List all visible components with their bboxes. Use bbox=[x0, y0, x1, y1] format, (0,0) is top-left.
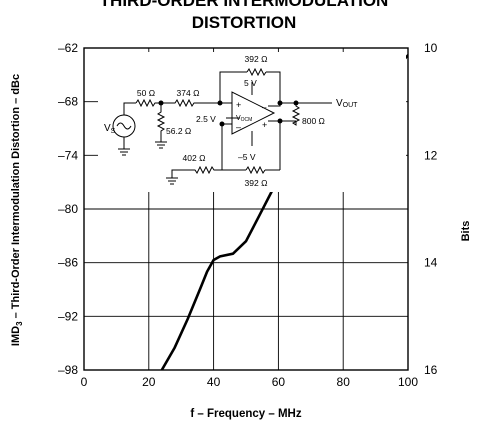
label-opamp-plus-out: + bbox=[262, 120, 267, 130]
label-vocm: VOCM bbox=[236, 115, 252, 123]
node-dot bbox=[217, 100, 223, 106]
label-vout: VOUT bbox=[336, 98, 358, 109]
label-opamp-minus-in: – bbox=[236, 122, 241, 132]
ground-symbol-shunt bbox=[155, 141, 167, 149]
y-tick-label: –68 bbox=[58, 95, 78, 109]
label-r-392-bottom: 392 Ω bbox=[245, 178, 268, 188]
label-r-402: 402 Ω bbox=[183, 153, 206, 163]
resistor-392-top bbox=[246, 67, 267, 77]
resistor-374 bbox=[166, 98, 220, 108]
x-tick-label: 0 bbox=[81, 375, 88, 389]
y-tick-label: –98 bbox=[58, 363, 78, 377]
wire-feedback-top-left bbox=[219, 71, 247, 103]
y-tick-label: –92 bbox=[58, 309, 78, 323]
y2-axis-label: Bits bbox=[460, 221, 472, 242]
resistor-402 bbox=[171, 165, 222, 178]
node-dot bbox=[293, 100, 299, 106]
label-v-neg: –5 V bbox=[238, 152, 256, 162]
label-vs: VS bbox=[104, 123, 116, 135]
x-tick-label: 100 bbox=[398, 375, 418, 389]
ground-symbol-402 bbox=[166, 177, 178, 185]
y2-tick-label: 16 bbox=[424, 363, 438, 377]
x-tick-label: 40 bbox=[207, 375, 221, 389]
chart-title-line2: DISTORTION bbox=[192, 13, 297, 32]
y2-tick-labels: 10 12 14 16 bbox=[424, 41, 438, 377]
y-tick-label: –80 bbox=[58, 202, 78, 216]
node-dot bbox=[277, 100, 283, 106]
op-amp-triangle bbox=[231, 91, 276, 135]
y2-tick-label: 12 bbox=[424, 148, 438, 162]
label-r-800: 800 Ω bbox=[302, 116, 325, 126]
x-tick-label: 20 bbox=[142, 375, 156, 389]
x-axis-label: f – Frequency – MHz bbox=[190, 408, 301, 420]
label-r-374: 374 Ω bbox=[177, 88, 200, 98]
resistor-56-2 bbox=[156, 103, 166, 142]
wire-feedback-top-right bbox=[266, 71, 281, 103]
circuit-schematic: 50 Ω 374 Ω 392 Ω 56.2 Ω 402 Ω 392 Ω 800 … bbox=[98, 52, 406, 192]
x-tick-labels: 0 20 40 60 80 100 bbox=[81, 375, 419, 389]
node-dot bbox=[219, 121, 225, 127]
x-tick-label: 60 bbox=[272, 375, 286, 389]
sine-wave-glyph bbox=[116, 122, 132, 130]
y-tick-label: –86 bbox=[58, 256, 78, 270]
label-opamp-minus-out: – bbox=[262, 103, 267, 112]
label-r-392-top: 392 Ω bbox=[245, 54, 268, 64]
ground-symbol-source bbox=[118, 148, 130, 156]
y2-tick-label: 14 bbox=[424, 256, 438, 270]
y-tick-label: –74 bbox=[58, 148, 78, 162]
label-v-cm: 2.5 V bbox=[196, 114, 216, 124]
node-dot bbox=[277, 118, 283, 124]
resistor-50 bbox=[135, 98, 166, 108]
resistor-392-bottom bbox=[245, 165, 266, 175]
x-tick-label: 80 bbox=[337, 375, 351, 389]
y2-tick-label: 10 bbox=[424, 41, 438, 55]
y-tick-label: –62 bbox=[58, 41, 78, 55]
label-r-50: 50 Ω bbox=[137, 88, 155, 98]
y-tick-labels: –62 –68 –74 –80 –86 –92 –98 bbox=[58, 41, 78, 377]
label-r-56-2: 56.2 Ω bbox=[166, 126, 191, 136]
y-axis-label: IMD3 – Third-Order Intermodulation Disto… bbox=[10, 74, 24, 346]
chart-title-line1: THIRD-ORDER INTERMODULATION bbox=[100, 0, 389, 10]
label-opamp-plus-in: + bbox=[236, 100, 241, 110]
node-dot bbox=[158, 100, 164, 106]
wire-source-top bbox=[123, 102, 136, 115]
resistor-800 bbox=[291, 103, 301, 126]
label-v-pos: 5 V bbox=[244, 78, 257, 88]
